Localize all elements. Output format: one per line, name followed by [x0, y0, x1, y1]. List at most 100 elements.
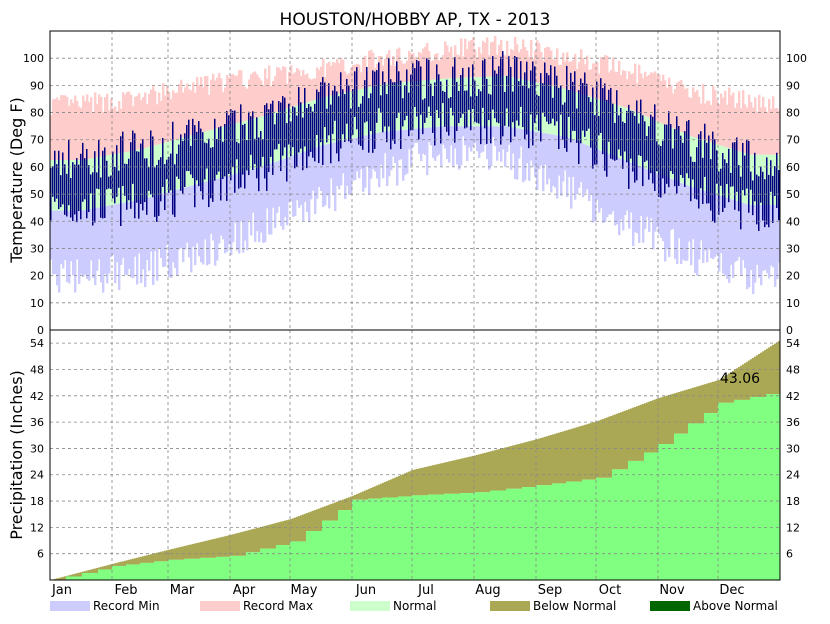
record-min-bar [644, 168, 647, 229]
observed-temp-bar [58, 150, 60, 210]
below-normal-bar [676, 392, 679, 434]
observed-precip-bar [370, 498, 373, 580]
observed-temp-bar [760, 166, 762, 203]
below-normal-bar [762, 351, 765, 397]
record-max-bar [774, 108, 777, 157]
record-max-bar [694, 91, 697, 139]
below-normal-bar [666, 395, 669, 445]
below-normal-bar [398, 475, 401, 497]
below-normal-bar [392, 478, 395, 498]
record-min-bar [574, 140, 577, 200]
below-normal-bar [546, 436, 549, 486]
below-normal-bar [520, 443, 523, 489]
record-min-bar [708, 192, 711, 250]
record-min-bar [672, 179, 675, 230]
observed-temp-bar [154, 167, 156, 217]
observed-temp-bar [190, 145, 192, 175]
record-max-bar [748, 94, 751, 156]
record-min-bar [360, 136, 363, 170]
observed-temp-bar [516, 57, 518, 121]
observed-temp-bar [550, 65, 552, 124]
record-max-bar [434, 54, 437, 81]
below-normal-bar [296, 516, 299, 542]
observed-temp-bar [216, 139, 218, 175]
record-max-bar [670, 85, 673, 129]
record-max-bar [472, 37, 475, 79]
record-max-bar [480, 53, 483, 79]
record-max-bar [726, 104, 729, 149]
observed-precip-bar [588, 479, 591, 580]
observed-temp-bar [358, 106, 360, 145]
observed-temp-bar [490, 94, 492, 144]
below-normal-bar [504, 447, 507, 491]
record-min-bar [300, 152, 303, 206]
record-max-bar [220, 78, 223, 129]
record-min-bar [126, 202, 129, 276]
record-min-bar [474, 126, 477, 144]
observed-temp-bar [612, 103, 614, 160]
observed-temp-bar [452, 66, 454, 116]
below-normal-bar [234, 533, 237, 556]
below-normal-bar [536, 439, 539, 486]
below-normal-bar [696, 386, 699, 424]
observed-precip-bar [584, 479, 587, 580]
observed-precip-bar [604, 477, 607, 580]
record-min-bar [312, 148, 315, 191]
record-max-bar [214, 80, 217, 131]
below-normal-bar [566, 430, 569, 482]
observed-temp-bar [310, 106, 312, 152]
record-max-bar [536, 40, 539, 85]
below-normal-bar [72, 574, 75, 577]
record-max-bar [764, 107, 767, 157]
record-min-bar [242, 171, 245, 253]
below-normal-bar [178, 547, 181, 560]
observed-temp-bar [90, 174, 92, 194]
observed-temp-bar [588, 97, 590, 129]
observed-precip-bar [212, 557, 215, 580]
below-normal-bar [88, 570, 91, 573]
observed-temp-bar [566, 65, 568, 152]
observed-temp-bar [382, 71, 384, 133]
record-min-bar [246, 170, 249, 251]
month-tick-label: Jul [417, 583, 434, 598]
observed-precip-bar [660, 444, 663, 580]
observed-temp-bar [580, 78, 582, 144]
record-min-bar [384, 131, 387, 154]
observed-temp-bar [380, 95, 382, 113]
observed-temp-bar [314, 103, 316, 162]
below-normal-bar [124, 560, 127, 566]
below-normal-bar [338, 501, 341, 511]
observed-temp-bar [578, 90, 580, 165]
record-max-bar [510, 48, 513, 79]
observed-precip-bar [532, 487, 535, 580]
observed-temp-bar [188, 119, 190, 172]
observed-temp-bar [224, 123, 226, 177]
observed-temp-bar [132, 130, 134, 184]
precipitation-tick-left: 18 [30, 495, 44, 508]
observed-temp-bar [346, 78, 348, 124]
below-normal-bar [350, 496, 353, 511]
observed-precip-bar [716, 413, 719, 580]
below-normal-bar [766, 348, 769, 395]
observed-temp-bar [124, 163, 126, 196]
below-normal-bar [554, 433, 557, 484]
record-max-bar [642, 78, 645, 117]
below-normal-bar [764, 350, 767, 397]
observed-temp-bar [166, 159, 168, 180]
observed-precip-bar [686, 433, 689, 580]
below-normal-bar [408, 471, 411, 497]
record-min-bar [658, 173, 661, 235]
observed-temp-bar [174, 164, 176, 218]
record-min-bar [98, 207, 101, 260]
observed-precip-bar [688, 423, 691, 580]
observed-precip-bar [394, 497, 397, 580]
record-min-bar [700, 189, 703, 241]
record-max-bar [154, 90, 157, 147]
below-normal-bar [304, 513, 307, 542]
record-max-bar [122, 92, 125, 154]
observed-temp-bar [374, 71, 376, 149]
record-max-bar [734, 107, 737, 152]
observed-precip-bar [564, 483, 567, 580]
record-max-bar [166, 86, 169, 144]
record-max-bar [578, 61, 581, 95]
